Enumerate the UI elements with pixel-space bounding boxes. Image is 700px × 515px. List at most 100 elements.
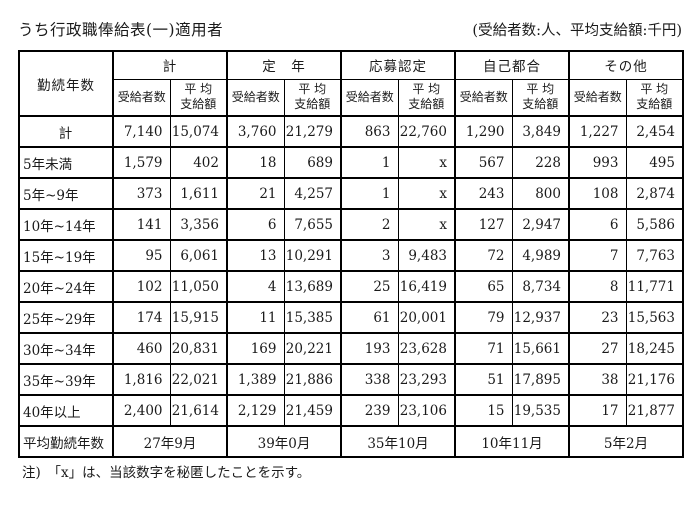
- recipients-cell: 65: [454, 270, 513, 303]
- recipients-cell: 3: [340, 239, 399, 272]
- recipients-cell: 193: [340, 332, 399, 365]
- sub-header-average: 平 均 支給額: [283, 78, 342, 117]
- recipients-cell: 15: [454, 394, 513, 427]
- recipients-cell: 4: [226, 270, 285, 303]
- sub-header-recipients: 受給者数: [226, 78, 285, 117]
- average-amount-cell: 800: [511, 177, 570, 210]
- group-header-mandatory-retirement: 定 年: [226, 50, 342, 80]
- average-amount-cell: 3,356: [169, 208, 228, 241]
- recipients-cell: 102: [112, 270, 171, 303]
- recipients-cell: 51: [454, 363, 513, 396]
- recipients-cell: 6: [226, 208, 285, 241]
- average-tenure-cell: 27年9月: [112, 425, 228, 458]
- table-row: 10年~14年 141 3,356 6 7,655 2 x 127 2,947 6 5,586: [18, 208, 684, 241]
- table-row: 計 7,140 15,074 3,760 21,279 863 22,760 1,290 3,8…: [18, 115, 684, 148]
- recipients-cell: 1: [340, 146, 399, 179]
- average-amount-cell: 23,106: [397, 394, 456, 427]
- recipients-cell: 108: [568, 177, 627, 210]
- table-row: 5年未満 1,579 402 18 689 1 x 567 228 993 495: [18, 146, 684, 179]
- row-label: 10年~14年: [18, 208, 114, 241]
- group-header-other: その他: [568, 50, 684, 80]
- sub-header-average: 平 均 支給額: [397, 78, 456, 117]
- table-row: 30年~34年 460 20,831 169 20,221 193 23,628 71 15,6…: [18, 332, 684, 365]
- average-amount-cell: 495: [625, 146, 684, 179]
- row-label: 35年~39年: [18, 363, 114, 396]
- average-amount-cell: 9,483: [397, 239, 456, 272]
- recipients-cell: 72: [454, 239, 513, 272]
- table-row: 35年~39年 1,816 22,021 1,389 21,886 338 23,293 51…: [18, 363, 684, 396]
- average-amount-cell: 18,245: [625, 332, 684, 365]
- row-label: 5年~9年: [18, 177, 114, 210]
- recipients-cell: 3,760: [226, 115, 285, 148]
- sub-header-average: 平 均 支給額: [625, 78, 684, 117]
- table-row: 5年~9年 373 1,611 21 4,257 1 x 243 800 108 2,874: [18, 177, 684, 210]
- recipients-cell: 2,400: [112, 394, 171, 427]
- average-amount-cell: 2,874: [625, 177, 684, 210]
- average-tenure-row: 平均勤続年数 27年9月 39年0月 35年10月 10年11月 5年2月: [18, 425, 684, 458]
- row-label: 40年以上: [18, 394, 114, 427]
- group-header-row: 勤続年数 計 定 年 応募認定 自己都合 その他: [18, 50, 684, 117]
- average-amount-cell: 11,050: [169, 270, 228, 303]
- average-amount-cell: 228: [511, 146, 570, 179]
- average-amount-cell: 17,895: [511, 363, 570, 396]
- recipients-cell: 11: [226, 301, 285, 334]
- average-amount-cell: x: [397, 177, 456, 210]
- average-amount-cell: 2,947: [511, 208, 570, 241]
- average-amount-cell: 20,221: [283, 332, 342, 365]
- average-amount-cell: 21,279: [283, 115, 342, 148]
- average-amount-cell: 23,293: [397, 363, 456, 396]
- page-title: うち行政職俸給表(一)適用者: [18, 21, 224, 39]
- recipients-cell: 13: [226, 239, 285, 272]
- recipients-cell: 17: [568, 394, 627, 427]
- sub-header-average: 平 均 支給額: [511, 78, 570, 117]
- recipients-cell: 7: [568, 239, 627, 272]
- row-label: 15年~19年: [18, 239, 114, 272]
- average-amount-cell: 8,734: [511, 270, 570, 303]
- average-amount-cell: 20,831: [169, 332, 228, 365]
- recipients-cell: 2,129: [226, 394, 285, 427]
- recipients-cell: 23: [568, 301, 627, 334]
- recipients-cell: 243: [454, 177, 513, 210]
- group-header-total: 計: [112, 50, 228, 80]
- average-amount-cell: 15,563: [625, 301, 684, 334]
- average-amount-cell: 402: [169, 146, 228, 179]
- row-label: 20年~24年: [18, 270, 114, 303]
- recipients-cell: 373: [112, 177, 171, 210]
- recipients-cell: 338: [340, 363, 399, 396]
- recipients-cell: 863: [340, 115, 399, 148]
- row-label: 計: [18, 115, 114, 148]
- recipients-cell: 79: [454, 301, 513, 334]
- recipients-cell: 1,290: [454, 115, 513, 148]
- average-tenure-cell: 39年0月: [226, 425, 342, 458]
- recipients-cell: 1,389: [226, 363, 285, 396]
- average-amount-cell: 15,385: [283, 301, 342, 334]
- row-label: 25年~29年: [18, 301, 114, 334]
- average-amount-cell: 15,661: [511, 332, 570, 365]
- average-amount-cell: 12,937: [511, 301, 570, 334]
- recipients-cell: 1,579: [112, 146, 171, 179]
- average-amount-cell: 7,763: [625, 239, 684, 272]
- average-amount-cell: x: [397, 146, 456, 179]
- footnote: 注) 「x」は、当該数字を秘匿したことを示す。: [22, 465, 311, 481]
- average-amount-cell: 21,614: [169, 394, 228, 427]
- average-amount-cell: 21,176: [625, 363, 684, 396]
- salary-table: 勤続年数 計 定 年 応募認定 自己都合 その他 受給者数 平 均 支給額 受給…: [18, 50, 684, 458]
- recipients-cell: 1,227: [568, 115, 627, 148]
- average-amount-cell: 20,001: [397, 301, 456, 334]
- row-label: 30年~34年: [18, 332, 114, 365]
- average-amount-cell: 15,915: [169, 301, 228, 334]
- average-amount-cell: 4,257: [283, 177, 342, 210]
- recipients-cell: 174: [112, 301, 171, 334]
- recipients-cell: 2: [340, 208, 399, 241]
- sub-header-row: 受給者数 平 均 支給額 受給者数 平 均 支給額 受給者数 平 均 支給額 受…: [19, 78, 684, 117]
- average-tenure-cell: 10年11月: [454, 425, 570, 458]
- recipients-cell: 127: [454, 208, 513, 241]
- sub-header-recipients: 受給者数: [568, 78, 627, 117]
- recipients-cell: 141: [112, 208, 171, 241]
- average-amount-cell: 23,628: [397, 332, 456, 365]
- recipients-cell: 61: [340, 301, 399, 334]
- table-body: 計 7,140 15,074 3,760 21,279 863 22,760 1,290 3,8…: [18, 115, 684, 427]
- recipients-cell: 7,140: [112, 115, 171, 148]
- average-amount-cell: 10,291: [283, 239, 342, 272]
- recipients-cell: 8: [568, 270, 627, 303]
